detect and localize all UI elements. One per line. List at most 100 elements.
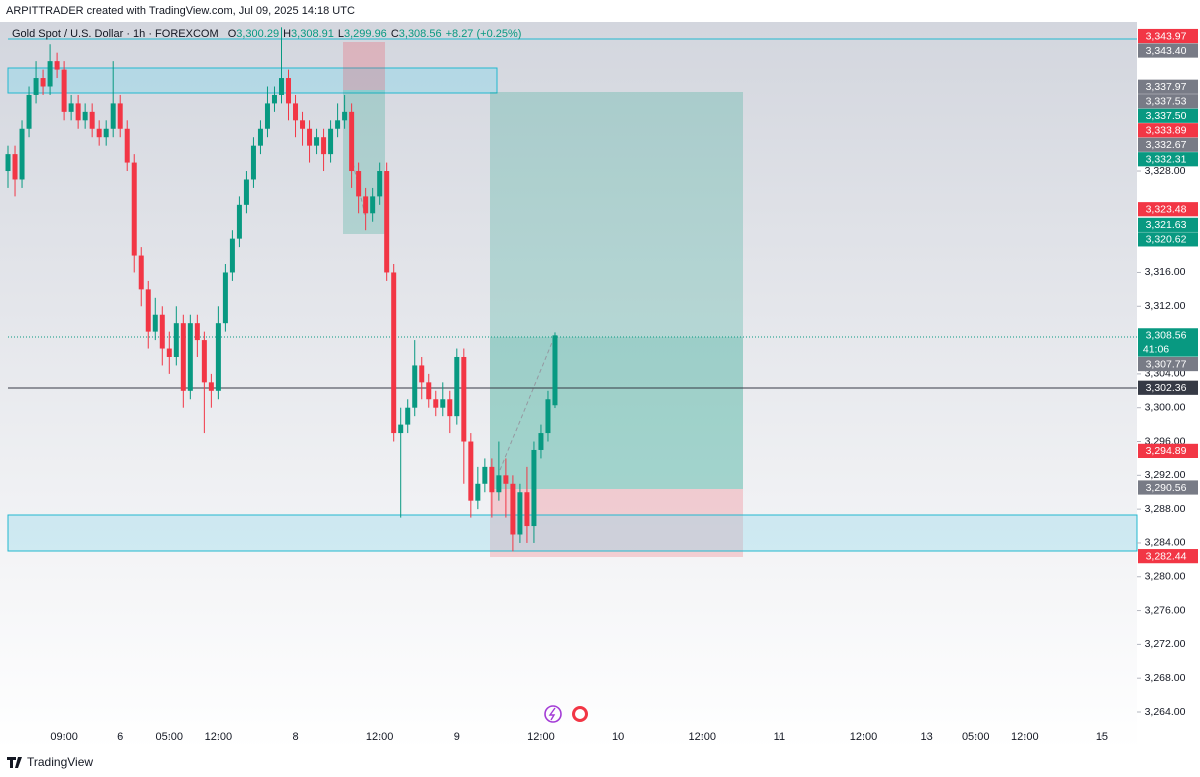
price-label: 3,320.62 [1146,234,1187,246]
price-label: 3,308.56 [1146,330,1187,342]
candle-body [89,111,95,129]
y-tick-label: 3,284.00 [1145,537,1186,549]
x-tick-label: 05:00 [156,731,184,743]
brand-logo [7,757,22,768]
x-tick-label: 12:00 [850,731,878,743]
legend-change: +8.27 (+0.25%) [446,28,522,40]
legend-key: H [283,28,291,40]
candle-body [454,356,460,417]
candle-body [384,171,390,273]
event-icon [544,705,562,723]
candle-body [19,128,25,180]
x-tick-label: 12:00 [366,731,394,743]
price-label: 3,333.89 [1146,125,1187,137]
candle-body [194,323,200,341]
price-label-bg [1138,202,1198,217]
x-tick-label: 12:00 [527,731,555,743]
price-label-bg [1138,123,1198,138]
candle-body [461,356,467,442]
price-label-bg [1138,152,1198,167]
candle-body [510,483,516,535]
event-icon-glyph [575,709,585,719]
legend-key: L [338,28,344,40]
candle-body [552,335,558,406]
candle-body [250,145,256,180]
price-label: 3,282.44 [1146,550,1187,562]
drawings [7,38,1138,557]
candle-body [426,382,432,400]
x-tick-label: 05:00 [962,731,990,743]
candle-body [201,340,207,383]
price-label: 3,337.53 [1146,96,1187,108]
legend-value: 3,299.96 [344,28,387,40]
price-label-bg [1138,380,1198,395]
candle-body [300,120,306,129]
candle-body [447,399,453,417]
candle-body [40,78,46,87]
candle-body [349,111,355,172]
price-label: 3,332.67 [1146,139,1187,151]
candle-body [278,78,284,95]
candle-body [314,137,320,146]
x-tick-label: 15 [1096,731,1108,743]
brand: TradingView [27,755,93,769]
price-label: 3,321.63 [1146,219,1187,231]
price-label-bg [1138,94,1198,109]
y-tick-label: 3,276.00 [1145,604,1186,616]
candle-body [475,483,481,501]
candle-body [433,399,439,408]
x-tick-label: 10 [612,731,624,743]
candle-body [103,128,109,138]
candle-body [377,171,383,197]
candle-body [257,128,263,146]
candle-body [82,111,88,121]
event-icon-glyph [548,707,556,721]
target-zone [490,92,743,489]
candle-body [440,399,446,408]
x-tick-label: 09:00 [50,731,78,743]
candle-body [419,365,425,383]
x-tick-label: 9 [454,731,460,743]
candle-body [187,323,193,391]
price-label: 3,343.97 [1146,30,1187,42]
candle-body [159,314,165,349]
price-label-bg [1138,549,1198,564]
price-label: 3,337.50 [1146,110,1187,122]
y-tick-label: 3,292.00 [1145,469,1186,481]
candle-body [335,120,341,129]
candle-body [208,382,214,391]
candle-body [342,111,348,121]
candle-body [412,365,418,408]
candle-body [145,289,151,332]
x-tick-label: 11 [774,731,785,743]
candle-body [138,255,144,290]
axes: 3,328.003,316.003,312.003,304.003,300.00… [50,28,1198,743]
candle-body [243,179,249,205]
candle-body [363,196,369,214]
candle-body [545,399,551,434]
candle-body [468,441,474,501]
y-tick-label: 3,328.00 [1145,165,1186,177]
candle-body [356,171,362,197]
candle-body [96,128,102,138]
event-icons [544,705,588,723]
candle-body [110,103,116,129]
stop-zone [343,42,385,90]
price-label-bg [1138,137,1198,152]
legend-value: 3,308.91 [291,28,334,40]
zone [7,67,498,94]
candle-body [5,154,11,172]
price-label-bg [1138,480,1198,495]
candle-body [236,204,242,239]
price-label: 3,290.56 [1146,482,1187,494]
candle-body [47,61,53,87]
y-tick-label: 3,264.00 [1145,706,1186,718]
y-tick-label: 3,268.00 [1145,672,1186,684]
price-label-bg [1138,328,1198,357]
candle-body [75,103,81,121]
candles [5,27,558,552]
x-tick-label: 12:00 [205,731,233,743]
footer-bg [0,750,1200,777]
x-tick-label: 12:00 [1011,731,1039,743]
candle-body [152,314,158,332]
